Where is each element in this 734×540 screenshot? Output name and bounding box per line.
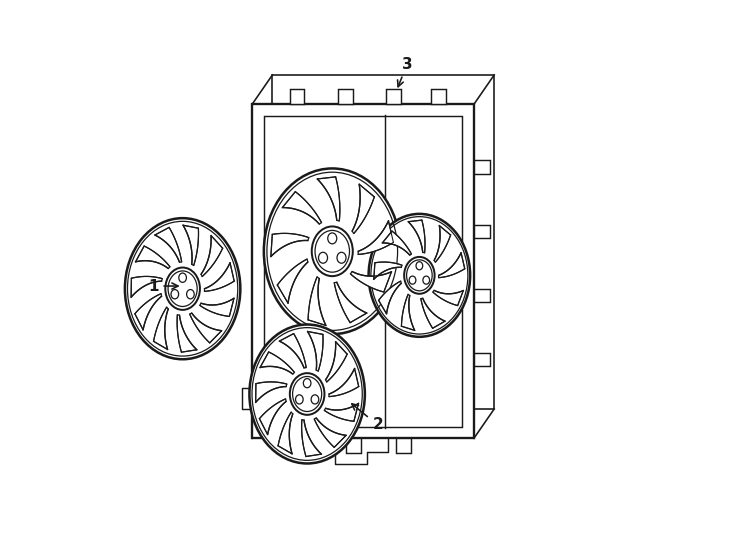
Polygon shape bbox=[153, 307, 168, 349]
Polygon shape bbox=[379, 281, 401, 314]
Ellipse shape bbox=[312, 226, 353, 276]
Ellipse shape bbox=[404, 257, 435, 294]
Ellipse shape bbox=[409, 276, 416, 284]
Polygon shape bbox=[338, 89, 352, 104]
Polygon shape bbox=[289, 89, 305, 104]
Polygon shape bbox=[385, 89, 401, 104]
Polygon shape bbox=[308, 277, 326, 326]
Polygon shape bbox=[260, 352, 294, 374]
Polygon shape bbox=[396, 438, 411, 453]
Ellipse shape bbox=[328, 233, 337, 244]
Polygon shape bbox=[474, 353, 490, 366]
Polygon shape bbox=[272, 75, 494, 409]
Ellipse shape bbox=[125, 218, 240, 359]
Text: 2: 2 bbox=[352, 404, 383, 433]
Polygon shape bbox=[474, 160, 490, 174]
Ellipse shape bbox=[423, 276, 429, 284]
Ellipse shape bbox=[368, 214, 470, 337]
Polygon shape bbox=[177, 315, 197, 352]
Polygon shape bbox=[155, 227, 182, 262]
Polygon shape bbox=[474, 289, 490, 302]
Polygon shape bbox=[431, 89, 446, 104]
Polygon shape bbox=[252, 104, 474, 438]
Polygon shape bbox=[317, 177, 340, 221]
Polygon shape bbox=[277, 259, 308, 303]
Text: 3: 3 bbox=[398, 57, 413, 87]
Polygon shape bbox=[401, 294, 415, 330]
Polygon shape bbox=[136, 246, 170, 268]
Polygon shape bbox=[278, 412, 293, 454]
Polygon shape bbox=[302, 420, 321, 456]
Polygon shape bbox=[350, 272, 391, 292]
Polygon shape bbox=[183, 225, 198, 266]
Polygon shape bbox=[374, 262, 402, 279]
Ellipse shape bbox=[319, 252, 327, 263]
Ellipse shape bbox=[165, 267, 200, 310]
Polygon shape bbox=[474, 225, 490, 238]
Polygon shape bbox=[408, 220, 425, 253]
Polygon shape bbox=[255, 382, 287, 402]
Ellipse shape bbox=[311, 395, 319, 404]
Polygon shape bbox=[259, 399, 286, 435]
Polygon shape bbox=[308, 332, 323, 371]
Polygon shape bbox=[324, 403, 358, 421]
Ellipse shape bbox=[186, 289, 195, 299]
Text: 1: 1 bbox=[148, 279, 178, 294]
Polygon shape bbox=[201, 235, 222, 276]
Ellipse shape bbox=[296, 395, 303, 404]
Polygon shape bbox=[200, 298, 234, 316]
Polygon shape bbox=[289, 438, 305, 453]
Ellipse shape bbox=[337, 252, 346, 263]
Polygon shape bbox=[434, 226, 451, 262]
Ellipse shape bbox=[264, 168, 401, 334]
Polygon shape bbox=[439, 253, 465, 278]
Polygon shape bbox=[346, 438, 360, 453]
Ellipse shape bbox=[171, 289, 178, 299]
Polygon shape bbox=[358, 221, 393, 254]
Polygon shape bbox=[131, 276, 162, 297]
Polygon shape bbox=[271, 233, 309, 256]
Polygon shape bbox=[135, 294, 161, 330]
Polygon shape bbox=[314, 418, 346, 447]
Polygon shape bbox=[326, 342, 347, 382]
Polygon shape bbox=[433, 291, 463, 306]
Ellipse shape bbox=[250, 325, 365, 463]
Polygon shape bbox=[205, 263, 234, 292]
Polygon shape bbox=[421, 298, 445, 328]
Polygon shape bbox=[329, 368, 359, 396]
Polygon shape bbox=[334, 282, 367, 322]
Polygon shape bbox=[189, 313, 222, 343]
Polygon shape bbox=[352, 184, 374, 234]
Ellipse shape bbox=[179, 273, 186, 282]
Ellipse shape bbox=[416, 262, 423, 270]
Polygon shape bbox=[283, 192, 321, 224]
Polygon shape bbox=[382, 231, 412, 255]
Ellipse shape bbox=[303, 379, 311, 388]
Ellipse shape bbox=[290, 373, 324, 415]
Polygon shape bbox=[280, 334, 306, 368]
